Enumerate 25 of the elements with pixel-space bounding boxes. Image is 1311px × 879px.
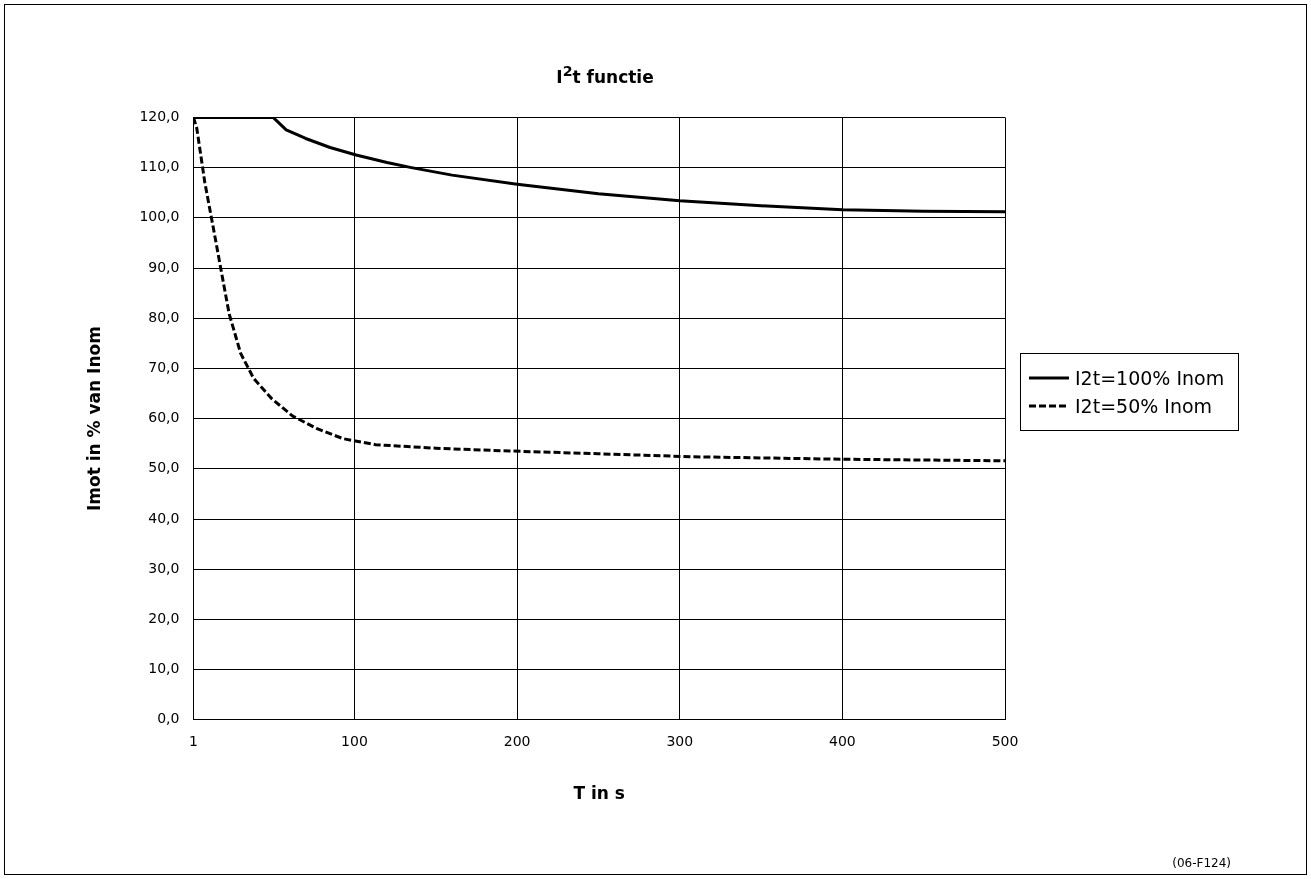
x-tick-label: 200 [503,732,531,749]
y-tick-label: 40,0 [148,509,180,526]
y-tick-label: 100,0 [139,208,180,225]
chart-title: I$^{2}$t functie [555,63,655,87]
y-tick-label: 90,0 [148,258,180,275]
x-tick-label: 300 [666,732,694,749]
y-tick-label: 0,0 [157,710,180,727]
y-tick-label: 50,0 [148,459,180,476]
y-tick-label: 120,0 [139,108,180,125]
x-tick-label: 1 [189,732,198,749]
text: (06-F124) [1172,856,1231,870]
y-tick-label: 70,0 [148,359,180,376]
y-tick-label: 10,0 [148,660,180,677]
legend-label: I2t=100% Inom [1075,366,1225,391]
x-tick-label: 500 [991,732,1019,749]
legend-label: I2t=50% Inom [1075,394,1213,419]
y-tick-label: 30,0 [148,559,180,576]
y-tick-label: 20,0 [148,610,180,627]
x-axis-title: T in s [573,783,625,804]
y-tick-label: 110,0 [139,158,180,175]
x-tick-label: 100 [341,732,368,749]
y-axis-title: Imot in % van Inom [83,326,104,512]
x-tick-label: 400 [829,732,856,749]
y-tick-label: 60,0 [148,409,180,426]
y-tick-label: 80,0 [148,308,180,325]
